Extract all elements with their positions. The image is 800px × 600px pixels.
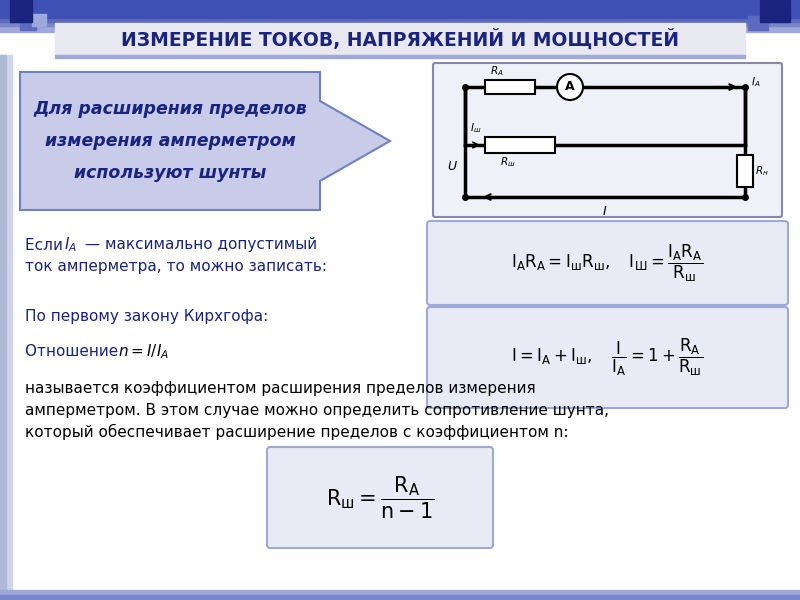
Text: $R_н$: $R_н$ bbox=[755, 164, 769, 178]
Text: $R_{ш}$: $R_{ш}$ bbox=[500, 155, 515, 169]
Text: амперметром. В этом случае можно определить сопротивление шунта,: амперметром. В этом случае можно определ… bbox=[25, 403, 609, 418]
Text: $I_A$: $I_A$ bbox=[751, 75, 761, 89]
Bar bbox=[32, 14, 46, 26]
Bar bbox=[760, 0, 790, 22]
Polygon shape bbox=[20, 72, 390, 210]
Text: $I$: $I$ bbox=[602, 205, 608, 218]
Text: $n = I / I_A$: $n = I / I_A$ bbox=[118, 343, 169, 361]
Bar bbox=[0, 55, 12, 600]
Text: $U$: $U$ bbox=[447, 160, 458, 173]
Text: Если: Если bbox=[25, 238, 68, 253]
Bar bbox=[0, 0, 800, 26]
Bar bbox=[55, 55, 745, 58]
Text: $I_{ш}$: $I_{ш}$ bbox=[470, 121, 482, 135]
Text: называется коэффициентом расширения пределов измерения: называется коэффициентом расширения пред… bbox=[25, 380, 536, 395]
Text: Для расширения пределов
измерения амперметром
используют шунты: Для расширения пределов измерения амперм… bbox=[33, 100, 307, 182]
FancyBboxPatch shape bbox=[267, 447, 493, 548]
Text: $I_A$: $I_A$ bbox=[64, 236, 77, 254]
FancyBboxPatch shape bbox=[427, 221, 788, 305]
Bar bbox=[485, 137, 555, 153]
Text: По первому закону Кирхгофа:: По первому закону Кирхгофа: bbox=[25, 310, 268, 325]
Bar bbox=[0, 590, 800, 600]
Bar bbox=[55, 23, 745, 55]
Text: ИЗМЕРЕНИЕ ТОКОВ, НАПРЯЖЕНИЙ И МОЩНОСТЕЙ: ИЗМЕРЕНИЕ ТОКОВ, НАПРЯЖЕНИЙ И МОЩНОСТЕЙ bbox=[121, 28, 679, 50]
Text: который обеспечивает расширение пределов с коэффициентом n:: который обеспечивает расширение пределов… bbox=[25, 424, 569, 440]
Bar bbox=[748, 16, 768, 30]
Bar bbox=[0, 0, 800, 22]
Bar bbox=[20, 14, 36, 30]
Bar bbox=[485, 80, 535, 94]
Bar bbox=[737, 155, 753, 187]
FancyBboxPatch shape bbox=[427, 307, 788, 408]
Bar bbox=[10, 0, 32, 22]
Text: A: A bbox=[565, 80, 575, 94]
Text: $R_A$: $R_A$ bbox=[490, 64, 504, 78]
Text: $\mathrm{R_{ш} = \dfrac{R_A}{n-1}}$: $\mathrm{R_{ш} = \dfrac{R_A}{n-1}}$ bbox=[326, 475, 434, 521]
Bar bbox=[0, 595, 800, 600]
FancyBboxPatch shape bbox=[433, 63, 782, 217]
Circle shape bbox=[557, 74, 583, 100]
Text: ток амперметра, то можно записать:: ток амперметра, то можно записать: bbox=[25, 259, 327, 275]
Text: Отношение: Отношение bbox=[25, 344, 123, 359]
Bar bbox=[0, 55, 6, 600]
Bar bbox=[0, 0, 800, 18]
Text: — максимально допустимый: — максимально допустимый bbox=[80, 238, 317, 253]
Text: $\mathrm{I = I_A + I_{ш},\quad \dfrac{I}{I_A} = 1 + \dfrac{R_A}{R_{ш}}}$: $\mathrm{I = I_A + I_{ш},\quad \dfrac{I}… bbox=[511, 337, 703, 378]
Bar bbox=[0, 0, 800, 32]
Text: $\mathrm{I_A R_A = I_{ш} R_{ш},\quad I_{Ш} = \dfrac{I_A R_A}{R_{ш}}}$: $\mathrm{I_A R_A = I_{ш} R_{ш},\quad I_{… bbox=[511, 242, 703, 284]
